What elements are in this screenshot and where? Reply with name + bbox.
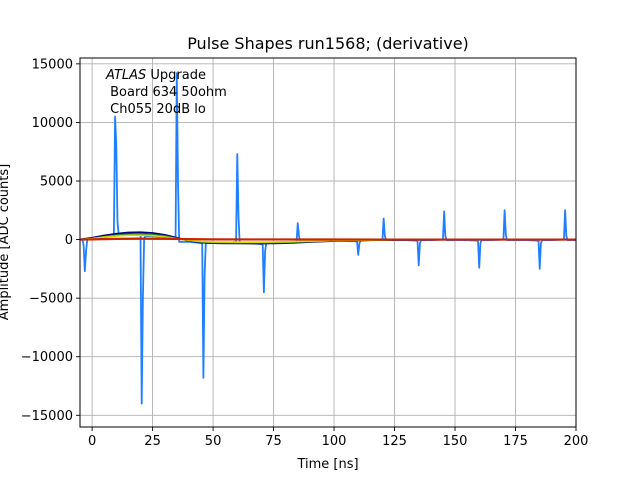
y-tick-label: 0 bbox=[65, 233, 73, 248]
x-tick-label: 0 bbox=[88, 434, 96, 449]
y-tick-label: 10000 bbox=[32, 116, 73, 131]
y-tick-label: −15000 bbox=[21, 409, 73, 424]
chart-title: Pulse Shapes run1568; (derivative) bbox=[187, 34, 469, 53]
x-tick-label: 175 bbox=[503, 434, 528, 449]
x-tick-label: 200 bbox=[564, 434, 589, 449]
series-line-baseline-red bbox=[80, 237, 576, 241]
series-line-pulse-yellow bbox=[80, 234, 576, 243]
x-tick-label: 50 bbox=[205, 434, 222, 449]
annotation-line-3: Ch055 20dB lo bbox=[106, 102, 206, 117]
annotation-upgrade: Upgrade bbox=[146, 68, 206, 83]
annotation-line-2: Board 634 50ohm bbox=[106, 85, 227, 100]
x-ticks: 0 25 50 75 100 125 150 175 200 bbox=[88, 427, 588, 449]
y-ticks: −15000 −10000 −5000 0 5000 10000 15000 bbox=[21, 57, 80, 424]
x-tick-label: 125 bbox=[382, 434, 407, 449]
annotation-experiment: ATLAS bbox=[105, 68, 146, 83]
x-tick-label: 25 bbox=[144, 434, 161, 449]
y-tick-label: 5000 bbox=[40, 175, 73, 190]
y-axis-label: Amplitude [ADC counts] bbox=[0, 164, 12, 320]
y-tick-label: −5000 bbox=[29, 292, 73, 307]
series-group bbox=[80, 72, 576, 405]
atlas-annotation: ATLAS Upgrade Board 634 50ohm Ch055 20dB… bbox=[105, 68, 227, 117]
x-tick-label: 75 bbox=[265, 434, 282, 449]
x-axis-label: Time [ns] bbox=[296, 457, 358, 472]
x-tick-label: 150 bbox=[443, 434, 468, 449]
y-tick-label: −10000 bbox=[21, 350, 73, 365]
plot-frame bbox=[79, 57, 577, 428]
y-tick-label: 15000 bbox=[32, 57, 73, 72]
x-tick-label: 100 bbox=[322, 434, 347, 449]
annotation-line-1: ATLAS Upgrade bbox=[105, 68, 206, 83]
